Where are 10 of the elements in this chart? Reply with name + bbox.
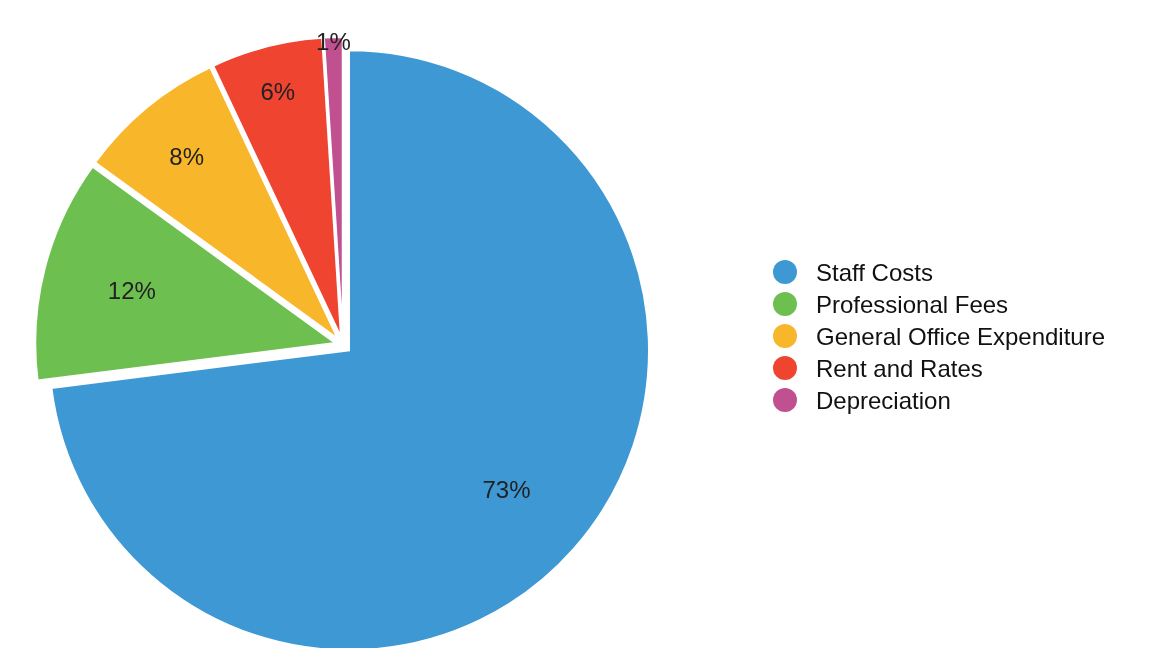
legend-label: Staff Costs xyxy=(816,258,933,286)
legend-label: Depreciation xyxy=(816,386,951,414)
legend-label: Professional Fees xyxy=(816,290,1009,318)
data-label: 6% xyxy=(260,77,296,105)
legend-label: General Office Expenditure xyxy=(816,322,1106,350)
data-label: 8% xyxy=(169,142,204,170)
data-label: 1% xyxy=(316,27,351,55)
legend-label: Rent and Rates xyxy=(816,354,983,382)
data-label: 12% xyxy=(107,277,156,305)
data-label: 73% xyxy=(482,475,531,503)
